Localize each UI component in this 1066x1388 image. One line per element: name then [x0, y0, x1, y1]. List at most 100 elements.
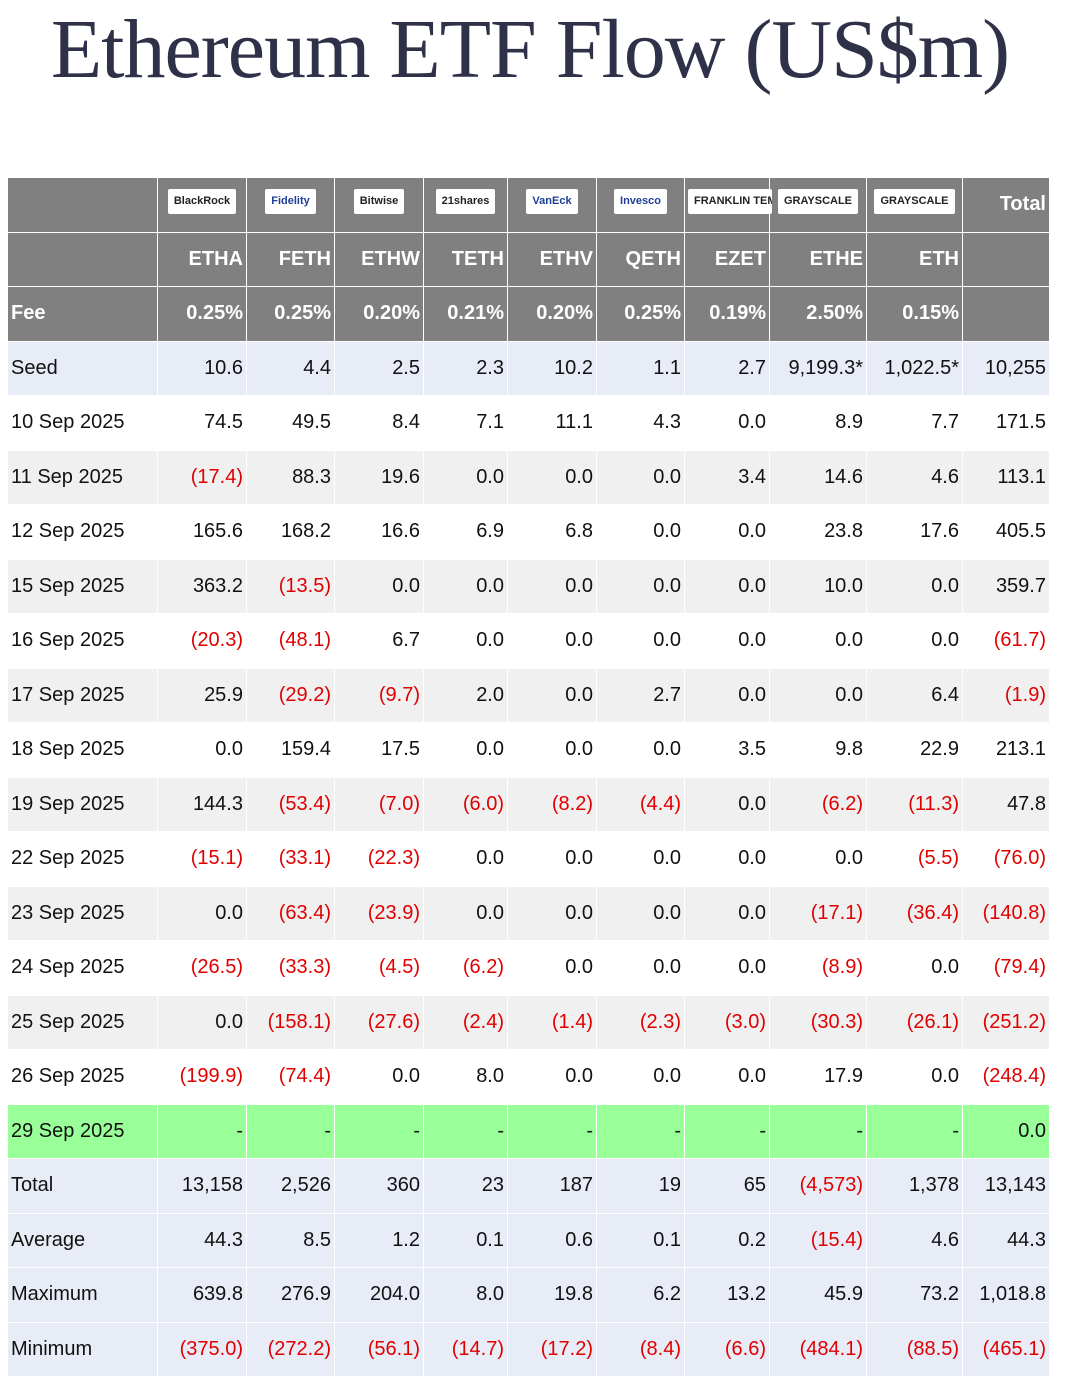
cell: 7.7 — [866, 395, 963, 451]
cell: (3.0) — [684, 994, 770, 1050]
cell: (9.7) — [334, 667, 424, 723]
cell: 0.0 — [684, 776, 770, 832]
cell: 0.0 — [769, 613, 867, 669]
data-row: 17 Sep 2025 25.9 (29.2) (9.7) 2.0 0.0 2.7 0.0 0.… — [7, 667, 1050, 723]
cell: 0.0 — [596, 831, 685, 887]
ticker: FETH — [246, 231, 335, 287]
cell: (4,573) — [769, 1158, 867, 1214]
cell: 6.4 — [866, 667, 963, 723]
cell: 49.5 — [246, 395, 335, 451]
cell: - — [423, 1103, 508, 1159]
cell: 0.0 — [684, 395, 770, 451]
row-label: Total — [7, 1158, 158, 1214]
cell: 1,018.8 — [962, 1267, 1050, 1323]
cell: 13,143 — [962, 1158, 1050, 1214]
cell: (30.3) — [769, 994, 867, 1050]
cell: (248.4) — [962, 1049, 1050, 1105]
cell: 9.8 — [769, 722, 867, 778]
cell: 3.5 — [684, 722, 770, 778]
cell: (13.5) — [246, 558, 335, 614]
cell: 44.3 — [157, 1212, 247, 1268]
cell: 0.0 — [596, 722, 685, 778]
cell: 0.0 — [684, 831, 770, 887]
cell: 65 — [684, 1158, 770, 1214]
cell: 7.1 — [423, 395, 508, 451]
cell: 10.0 — [769, 558, 867, 614]
cell: 25.9 — [157, 667, 247, 723]
cell: - — [334, 1103, 424, 1159]
cell: 0.0 — [596, 558, 685, 614]
cell: 0.0 — [334, 558, 424, 614]
cell: 0.0 — [596, 449, 685, 505]
cell: 0.0 — [684, 940, 770, 996]
ticker: ETH — [866, 231, 963, 287]
cell: 0.0 — [157, 885, 247, 941]
cell: 4.6 — [866, 1212, 963, 1268]
row-label: Seed — [7, 340, 158, 396]
cell: 0.0 — [866, 558, 963, 614]
cell: 0.0 — [596, 504, 685, 560]
logo-cell: VanEck — [507, 177, 597, 233]
cell: 0.0 — [423, 885, 508, 941]
cell: (79.4) — [962, 940, 1050, 996]
cell: 0.0 — [684, 558, 770, 614]
cell: 2.5 — [334, 340, 424, 396]
logo: GRAYSCALE — [874, 189, 955, 215]
cell: (6.6) — [684, 1321, 770, 1377]
cell: (29.2) — [246, 667, 335, 723]
cell: 19.8 — [507, 1267, 597, 1323]
cell: 0.0 — [596, 613, 685, 669]
cell: 0.0 — [507, 885, 597, 941]
cell: 4.6 — [866, 449, 963, 505]
cell: 1.1 — [596, 340, 685, 396]
data-row: 29 Sep 2025- - - - - - - - -0.0 — [7, 1103, 1050, 1159]
cell: 359.7 — [962, 558, 1050, 614]
logo-cell: BlackRock — [157, 177, 247, 233]
cell: (88.5) — [866, 1321, 963, 1377]
title: Ethereum ETF Flow (US$m) — [50, 3, 1010, 96]
row-label: Minimum — [7, 1321, 158, 1377]
ticker: TETH — [423, 231, 508, 287]
fee: 0.20% — [507, 286, 597, 342]
cell: 113.1 — [962, 449, 1050, 505]
cell: 44.3 — [962, 1212, 1050, 1268]
cell: (22.3) — [334, 831, 424, 887]
cell: 0.0 — [423, 449, 508, 505]
logo: Invesco — [614, 189, 667, 215]
cell: 2.3 — [423, 340, 508, 396]
data-row: 11 Sep 2025 (17.4) 88.3 19.6 0.0 0.0 0.0 3.4 14.… — [7, 449, 1050, 505]
fee: 0.15% — [866, 286, 963, 342]
empty-cell — [962, 286, 1050, 342]
cell: 0.0 — [684, 667, 770, 723]
cell: - — [866, 1103, 963, 1159]
cell: 11.1 — [507, 395, 597, 451]
cell: 3.4 — [684, 449, 770, 505]
cell: (1.9) — [962, 667, 1050, 723]
row-label: 22 Sep 2025 — [7, 831, 158, 887]
cell: 0.0 — [684, 885, 770, 941]
cell: (5.5) — [866, 831, 963, 887]
table-body: BlackRock Fidelity Bitwise 21shares VanEck In… — [7, 177, 1050, 1377]
logo-cell: FRANKLIN TEMPLETON — [684, 177, 772, 233]
cell: 0.1 — [423, 1212, 508, 1268]
cell: 0.0 — [684, 1049, 770, 1105]
row-label: 10 Sep 2025 — [7, 395, 158, 451]
cell: 187 — [507, 1158, 597, 1214]
fee-row: Fee 0.25% 0.25% 0.20% 0.21% 0.20% 0.25% 0.19% 2.… — [7, 286, 1050, 342]
cell: 0.0 — [596, 1049, 685, 1105]
data-row: 23 Sep 2025 0.0 (63.4) (23.9) 0.0 0.0 0.0 0.0 (1… — [7, 885, 1050, 941]
cell: 0.0 — [866, 613, 963, 669]
cell: (15.4) — [769, 1212, 867, 1268]
cell: 0.0 — [423, 558, 508, 614]
empty-cell — [7, 177, 158, 233]
cell: 0.0 — [157, 722, 247, 778]
cell: 17.6 — [866, 504, 963, 560]
logo-cell: Fidelity — [246, 177, 335, 233]
cell: (375.0) — [157, 1321, 247, 1377]
cell: 2.7 — [596, 667, 685, 723]
cell: (484.1) — [769, 1321, 867, 1377]
cell: (20.3) — [157, 613, 247, 669]
cell: 0.0 — [596, 885, 685, 941]
row-label: Maximum — [7, 1267, 158, 1323]
